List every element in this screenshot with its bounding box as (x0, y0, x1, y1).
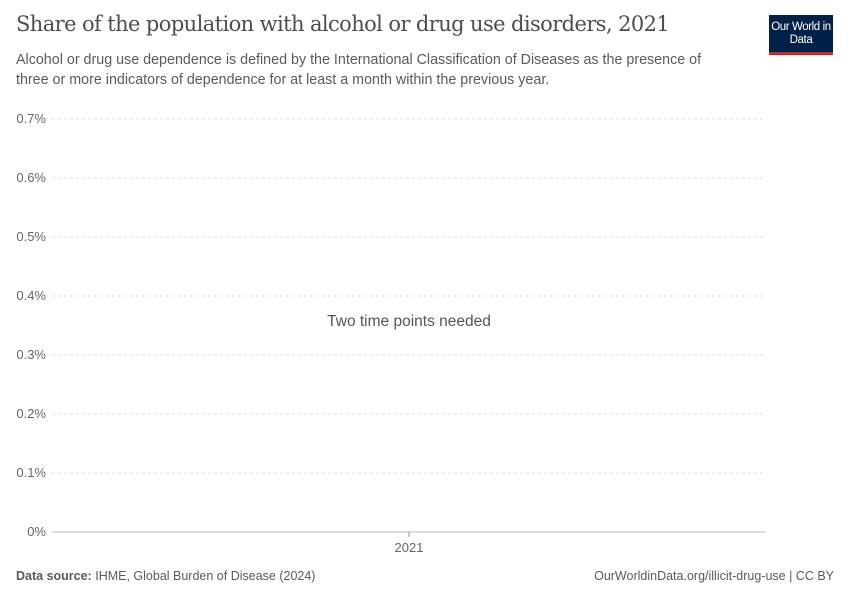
x-tick-label: 2021 (395, 540, 424, 555)
source-url[interactable]: OurWorldinData.org/illicit-drug-use | CC… (594, 569, 834, 583)
y-tick-label: 0.6% (16, 170, 46, 185)
y-tick-label: 0.7% (16, 111, 46, 126)
chart-subtitle: Alcohol or drug use dependence is define… (16, 52, 702, 88)
owid-logo[interactable]: Our World in Data (769, 15, 833, 55)
data-source-text: IHME, Global Burden of Disease (2024) (95, 569, 316, 583)
y-tick-label: 0.5% (16, 229, 46, 244)
y-tick-label: 0.1% (16, 465, 46, 480)
chart-title: Share of the population with alcohol or … (16, 12, 670, 36)
no-data-message: Two time points needed (327, 313, 491, 330)
y-tick-label: 0.2% (16, 406, 46, 421)
data-source: Data source: IHME, Global Burden of Dise… (16, 569, 315, 583)
y-tick-label: 0% (27, 524, 46, 539)
y-tick-label: 0.4% (16, 288, 46, 303)
y-tick-label: 0.3% (16, 347, 46, 362)
data-source-label: Data source: (16, 569, 92, 583)
